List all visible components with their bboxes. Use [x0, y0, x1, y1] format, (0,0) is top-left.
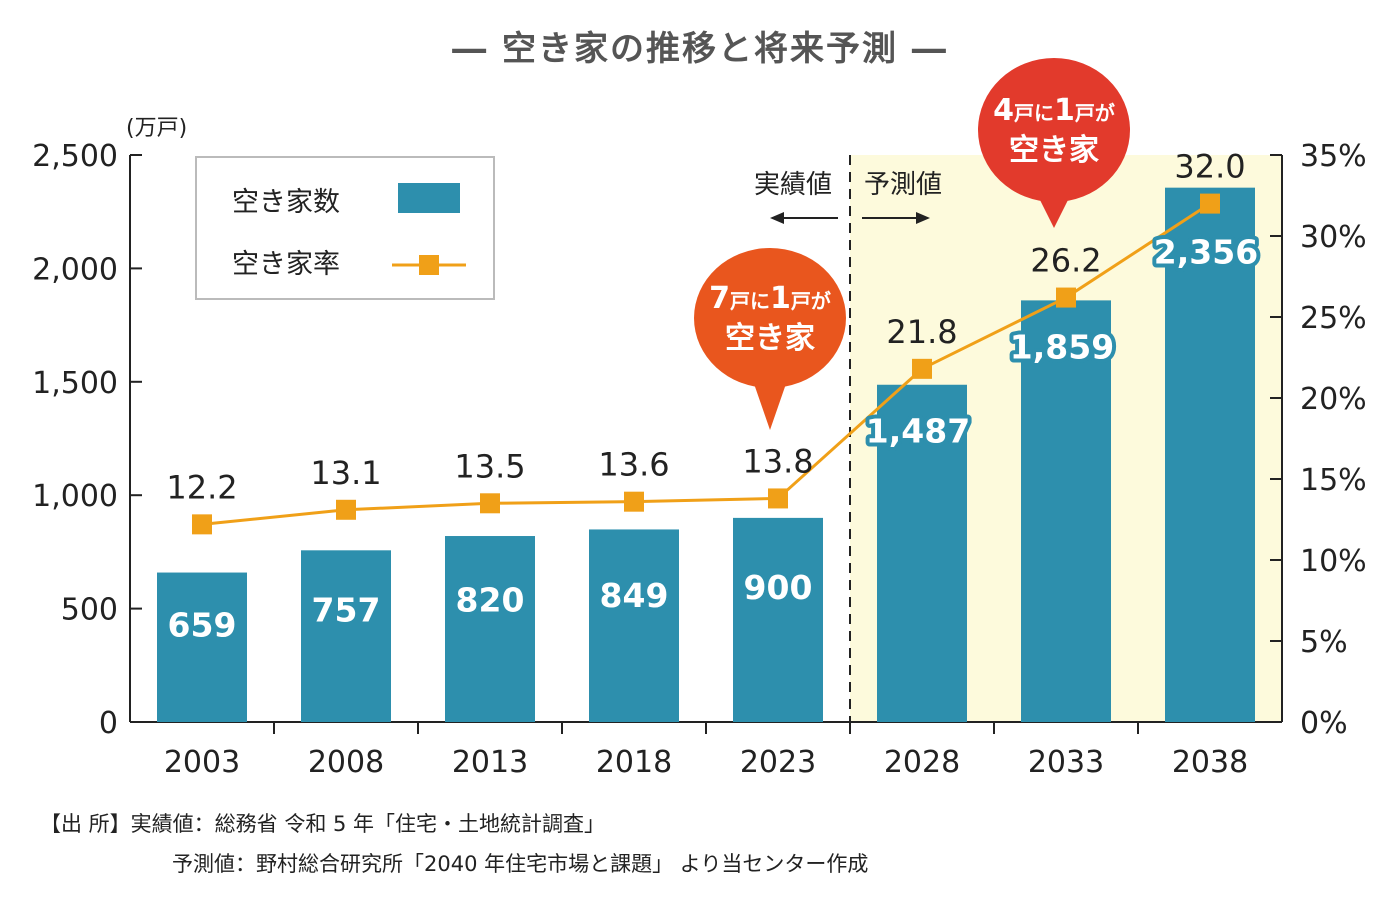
legend-bar-label: 空き家数	[232, 187, 340, 218]
bar-value-2018: 849	[600, 576, 669, 615]
rate-marker-2018	[624, 491, 644, 512]
source-line-1: 【出 所】実績値：総務省 令和 5 年「住宅・土地統計調査」	[40, 812, 606, 836]
rate-label-2028: 21.8	[886, 313, 957, 351]
y-right-tick-label: 5%	[1300, 625, 1348, 660]
bubble-7-to-1-body	[694, 248, 846, 388]
x-tick-label: 2013	[452, 745, 528, 780]
rate-label-2018: 13.6	[598, 446, 669, 484]
bubble-7-to-1-line1-part: 戸に	[730, 289, 770, 313]
y-right-tick-label: 0%	[1300, 706, 1348, 741]
y-right-tick-label: 30%	[1300, 220, 1367, 255]
bar-2038	[1165, 187, 1255, 723]
bubble-7-to-1-line2: 空き家	[725, 321, 815, 356]
bar-value-2038: 2,356	[1154, 233, 1258, 272]
bubble-7-to-1-tail	[752, 378, 788, 430]
source-line-2: 予測値：野村総合研究所「2040 年住宅市場と課題」 より当センター作成	[172, 852, 869, 876]
bar-2028	[877, 384, 967, 722]
bubble-4-to-1-line1-part: 戸に	[1014, 101, 1054, 125]
bar-2008	[301, 550, 391, 722]
y-left-tick-label: 1,500	[32, 366, 118, 401]
rate-label-2008: 13.1	[310, 454, 381, 492]
rate-marker-2008	[336, 499, 356, 520]
bubble-7-to-1-line1: 7戸に1戸が	[709, 281, 831, 316]
y-right-tick-label: 35%	[1300, 139, 1367, 174]
chart-title: ― 空き家の推移と将来予測 ―	[452, 29, 948, 69]
bar-value-2008: 757	[312, 590, 381, 629]
y-left-tick-label: 500	[61, 593, 118, 628]
rate-label-2013: 13.5	[454, 447, 525, 485]
bubble-4-to-1-line1-part: 4	[993, 93, 1014, 128]
bar-2018	[589, 529, 679, 722]
legend-line-label: 空き家率	[232, 249, 340, 280]
rate-label-2033: 26.2	[1030, 242, 1101, 280]
y-left-unit: (万戸)	[126, 116, 187, 141]
y-left-tick-label: 2,000	[32, 252, 118, 287]
x-tick-label: 2038	[1172, 745, 1248, 780]
bubble-4-to-1-line1: 4戸に1戸が	[993, 93, 1115, 128]
x-tick-label: 2023	[740, 745, 816, 780]
rate-label-2023: 13.8	[742, 442, 813, 480]
bar-value-2013: 820	[456, 581, 525, 620]
rate-marker-2038	[1200, 193, 1220, 214]
bar-2003	[157, 572, 247, 722]
rate-marker-2028	[912, 358, 932, 379]
rate-marker-2013	[480, 493, 500, 514]
bar-value-2033: 1,859	[1010, 327, 1114, 366]
bar-value-2003: 659	[168, 605, 237, 644]
legend-box	[195, 156, 495, 300]
bar-value-2028: 1,487	[866, 412, 970, 451]
rate-label-2003: 12.2	[166, 468, 237, 506]
y-right-tick-label: 10%	[1300, 544, 1367, 579]
bubble-4-to-1-line2: 空き家	[1009, 133, 1099, 168]
y-right-tick-label: 25%	[1300, 301, 1367, 336]
bubble-7-to-1-line1-part: 1	[770, 281, 791, 316]
arrow-actual-head	[770, 212, 784, 224]
bar-2033	[1021, 300, 1111, 722]
rate-marker-2023	[768, 488, 788, 509]
arrow-forecast-head	[916, 212, 930, 224]
rate-label-2038: 32.0	[1174, 148, 1245, 186]
y-right-tick-label: 15%	[1300, 463, 1367, 498]
x-tick-label: 2018	[596, 745, 672, 780]
y-left-tick-label: 0	[99, 706, 118, 741]
x-tick-label: 2033	[1028, 745, 1104, 780]
x-tick-label: 2003	[164, 745, 240, 780]
phase-actual-label: 実績値	[754, 170, 832, 200]
bar-2023	[733, 517, 823, 722]
legend-marker-swatch	[419, 255, 439, 275]
bubble-4-to-1-body	[978, 58, 1130, 202]
y-left-tick-label: 2,500	[32, 139, 118, 174]
bubble-4-to-1-line1-part: 戸が	[1075, 101, 1115, 125]
bar-value-2023: 900	[744, 568, 813, 607]
rate-marker-2033	[1056, 287, 1076, 308]
rate-marker-2003	[192, 514, 212, 535]
x-tick-label: 2008	[308, 745, 384, 780]
y-right-tick-label: 20%	[1300, 382, 1367, 417]
legend-bar-swatch	[398, 183, 460, 213]
rate-line	[201, 202, 1211, 526]
x-tick-label: 2028	[884, 745, 960, 780]
bar-2013	[445, 536, 535, 722]
bubble-4-to-1-line1-part: 1	[1054, 93, 1075, 128]
bubble-7-to-1-line1-part: 7	[709, 281, 730, 316]
bubble-7-to-1-line1-part: 戸が	[791, 289, 831, 313]
phase-forecast-label: 予測値	[864, 170, 942, 200]
y-left-tick-label: 1,000	[32, 479, 118, 514]
